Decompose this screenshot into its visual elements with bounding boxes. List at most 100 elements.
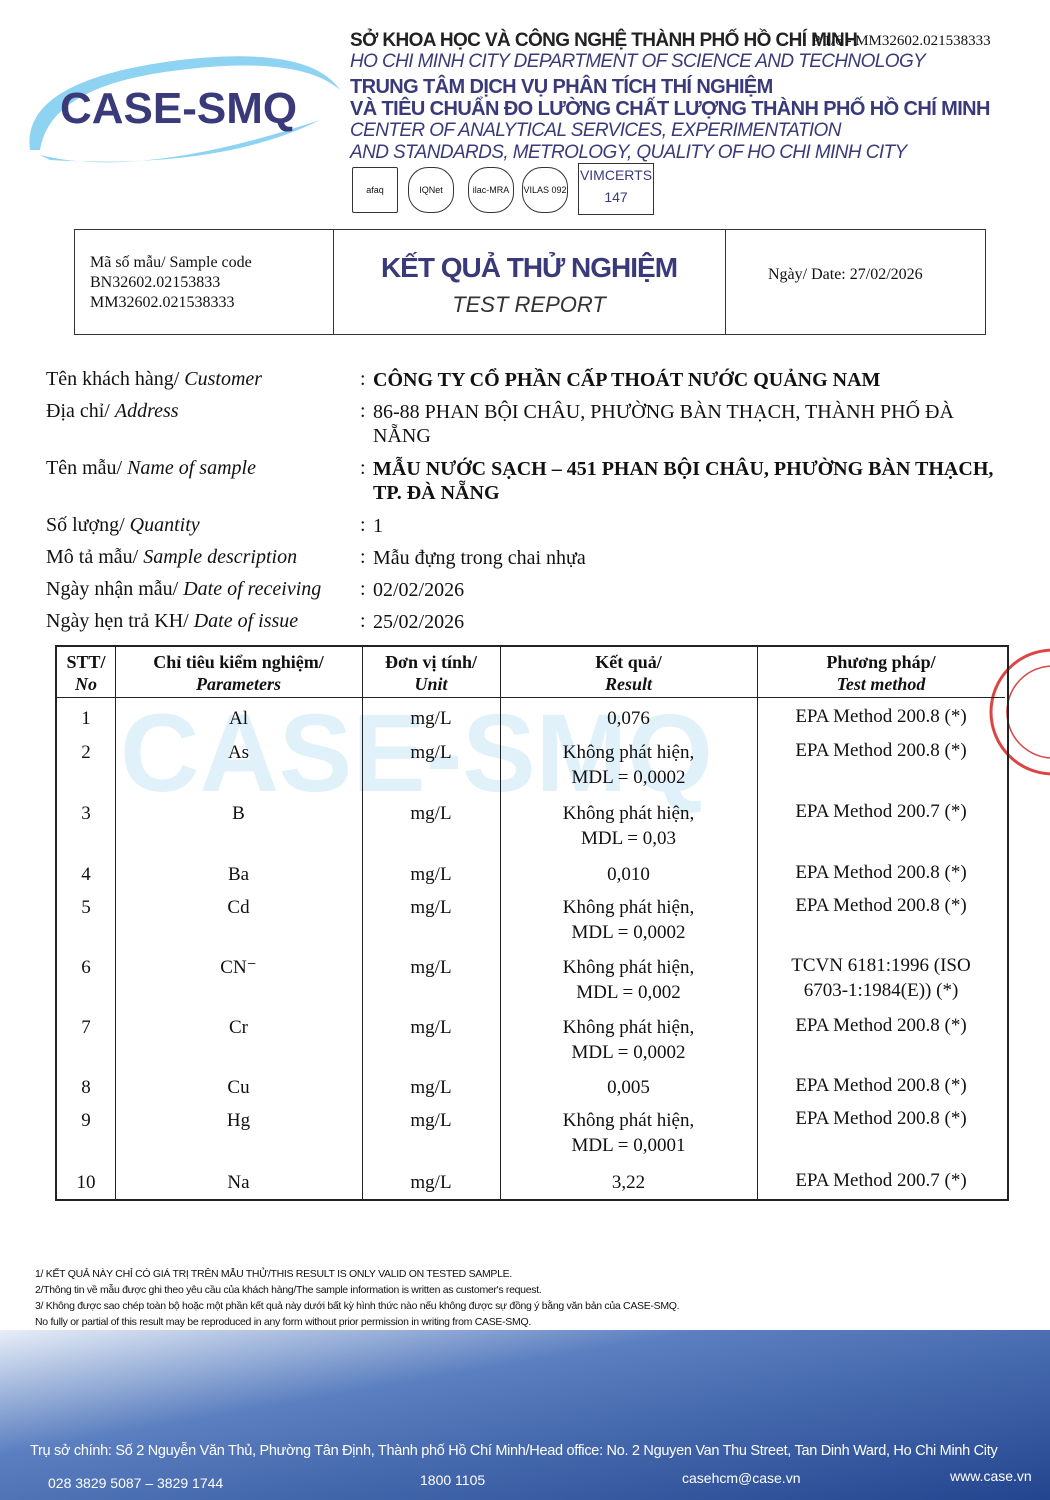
method-line: EPA Method 200.8 (*) (795, 740, 967, 761)
result-line: MDL = 0,0002 (571, 1042, 686, 1063)
row-parameter: Cr (229, 1017, 248, 1038)
row-no: 8 (81, 1077, 91, 1098)
footnote: 3/ Không được sao chép toàn bộ hoặc một … (35, 1300, 680, 1312)
row-parameter: Cd (227, 897, 250, 918)
row-method: TCVN 6181:1996 (ISO 6703-1:1984(E)) (*) (757, 953, 1005, 1003)
badge: IQNet (408, 167, 454, 213)
header-line (57, 697, 1005, 698)
result-line: 0,076 (607, 708, 650, 729)
footer-band (0, 1330, 1050, 1500)
result-line: 0,010 (607, 864, 650, 885)
info-value: 02/02/2026 (373, 579, 465, 601)
info-label: Số lượng/ Quantity (46, 514, 200, 537)
info-label-vi: Tên mẫu/ (46, 457, 123, 479)
result-line: Không phát hiện, (562, 742, 695, 763)
method-line: 6703-1:1984(E)) (*) (803, 980, 959, 1001)
method-line: EPA Method 200.8 (*) (795, 1075, 967, 1096)
info-label-en: Sample description (143, 546, 298, 568)
header-en: Result (604, 674, 652, 694)
method-line: EPA Method 200.8 (*) (795, 706, 967, 727)
info-label-en: Name of sample (127, 457, 256, 479)
result-line: 3,22 (611, 1172, 646, 1193)
row-no: 5 (81, 897, 91, 918)
row-no: 10 (76, 1172, 96, 1193)
info-value: CÔNG TY CỔ PHẦN CẤP THOÁT NƯỚC QUẢNG NAM (373, 369, 881, 391)
result-line: MDL = 0,0001 (571, 1135, 686, 1156)
row-method: EPA Method 200.8 (*) (757, 1073, 1005, 1098)
header-cell: Đơn vị tính/Unit (362, 651, 500, 695)
info-label-vi: Tên khách hàng/ (46, 368, 180, 390)
result-line: MDL = 0,0002 (571, 767, 686, 788)
row-method: EPA Method 200.8 (*) (757, 738, 1005, 763)
header-line: TRUNG TÂM DỊCH VỤ PHÂN TÍCH THÍ NGHIỆM (350, 76, 773, 98)
row-result: 0,005 (500, 1075, 757, 1100)
info-label-vi: Địa chỉ/ (46, 400, 110, 422)
info-label: Mô tả mẫu/ Sample description (46, 546, 297, 569)
info-label-vi: Ngày nhận mẫu/ (46, 578, 179, 600)
report-subtitle: TEST REPORT (452, 292, 606, 317)
row-no: 9 (81, 1110, 91, 1131)
header-vi: Phương pháp/ (826, 652, 936, 672)
footnote: 1/ KẾT QUẢ NÀY CHỈ CÓ GIÁ TRỊ TRÊN MẪU T… (35, 1268, 512, 1280)
info-colon: : (360, 578, 366, 600)
header-en: Parameters (196, 674, 281, 694)
report-date: Ngày/ Date: 27/02/2026 (768, 266, 923, 283)
info-label-en: Address (114, 400, 179, 422)
header-cell: Chỉ tiêu kiểm nghiệm/Parameters (115, 651, 362, 695)
info-label: Tên mẫu/ Name of sample (46, 457, 256, 480)
result-line: 0,005 (607, 1077, 650, 1098)
header-en: Unit (414, 674, 448, 694)
row-method: EPA Method 200.8 (*) (757, 893, 1005, 918)
footer-hotline: 1800 1105 (420, 1472, 486, 1488)
header-vi: Kết quả/ (595, 652, 662, 672)
vimcerts: VIMCERTS 147 (578, 163, 654, 215)
row-unit: mg/L (410, 957, 452, 978)
column-line (362, 647, 363, 1199)
result-line: Không phát hiện, (562, 803, 695, 824)
row-parameter: Na (227, 1172, 250, 1193)
column-line (115, 647, 116, 1199)
row-result: Không phát hiện, MDL = 0,0001 (500, 1108, 757, 1158)
header-cell: Kết quả/Result (500, 651, 757, 695)
info-label: Ngày hẹn trả KH/ Date of issue (46, 610, 298, 633)
row-unit: mg/L (410, 708, 452, 729)
row-result: 0,076 (500, 706, 757, 731)
row-unit: mg/L (410, 897, 452, 918)
result-line: MDL = 0,0002 (571, 922, 686, 943)
row-parameter: Al (229, 708, 248, 729)
header-vi: Đơn vị tính/ (385, 652, 477, 672)
row-result: Không phát hiện, MDL = 0,002 (500, 955, 757, 1005)
sample-code: BN32602.02153833 (90, 274, 221, 291)
row-method: EPA Method 200.8 (*) (757, 1106, 1005, 1131)
sample-code-label: Mã số mẫu/ Sample code (90, 254, 252, 271)
row-no: 6 (81, 957, 91, 978)
row-method: EPA Method 200.7 (*) (757, 1168, 1005, 1193)
row-no: 3 (81, 803, 91, 824)
header-cell: STT/No (57, 651, 115, 695)
row-parameter: B (232, 803, 245, 824)
badge: VILAS 092 (522, 167, 568, 213)
header-line: CENTER OF ANALYTICAL SERVICES, EXPERIMEN… (350, 120, 841, 141)
info-label-vi: Số lượng/ (46, 514, 125, 536)
info-colon: : (360, 610, 366, 632)
row-no: 7 (81, 1017, 91, 1038)
row-method: EPA Method 200.8 (*) (757, 860, 1005, 885)
vimcerts-label: VIMCERTS (579, 167, 653, 183)
row-unit: mg/L (410, 742, 452, 763)
info-colon: : (360, 457, 366, 479)
row-result: Không phát hiện, MDL = 0,0002 (500, 895, 757, 945)
row-result: Không phát hiện, MDL = 0,03 (500, 801, 757, 851)
header-line: VÀ TIÊU CHUẨN ĐO LƯỜNG CHẤT LƯỢNG THÀNH … (350, 98, 990, 120)
vimcerts-no: 147 (604, 189, 628, 205)
row-method: EPA Method 200.8 (*) (757, 704, 1005, 729)
row-unit: mg/L (410, 1172, 452, 1193)
method-line: EPA Method 200.8 (*) (795, 862, 967, 883)
sample-code: MM32602.021538333 (90, 294, 235, 311)
row-result: Không phát hiện, MDL = 0,0002 (500, 1015, 757, 1065)
footer-web: www.case.vn (950, 1468, 1032, 1484)
info-label-en: Date of issue (193, 610, 299, 632)
row-result: 3,22 (500, 1170, 757, 1195)
result-line: Không phát hiện, (562, 1110, 695, 1131)
row-parameter: CN⁻ (220, 957, 257, 978)
